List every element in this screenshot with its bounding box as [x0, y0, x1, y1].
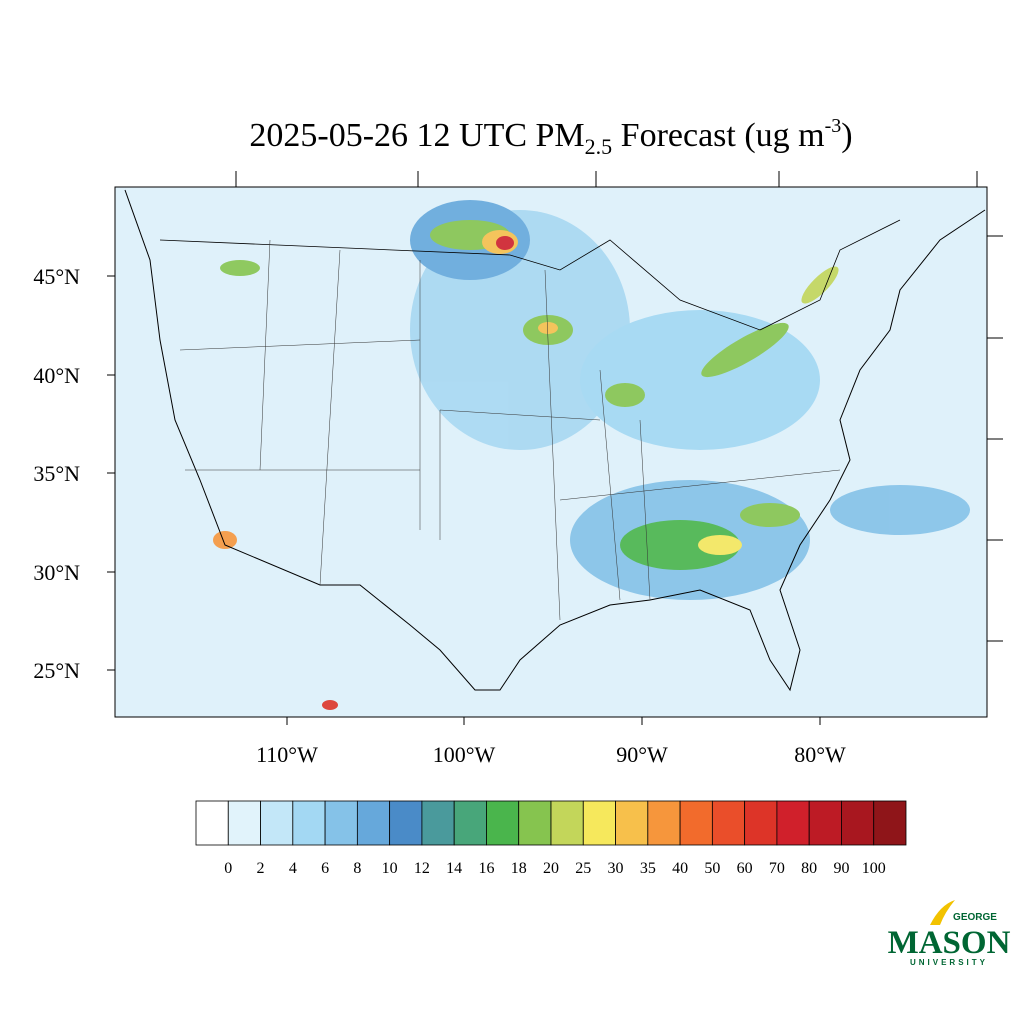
colorbar-box — [711, 800, 746, 846]
colorbar-box — [808, 800, 842, 846]
colorbar-label: 2 — [257, 860, 265, 877]
logo: GEORGE MASON UNIVERSITY — [888, 900, 1011, 967]
colorbar-label: 90 — [833, 860, 849, 877]
colorbar-label: 18 — [511, 860, 527, 877]
latitude-label: 40°N — [33, 363, 80, 388]
longitude-label: 80°W — [794, 742, 846, 767]
colorbar-box — [389, 800, 423, 846]
colorbar-label: 0 — [224, 860, 232, 877]
map-ticks — [107, 171, 1003, 725]
logo-main: MASON — [888, 925, 1011, 961]
state-lines — [179, 239, 841, 621]
colorbar-label: 14 — [446, 860, 462, 877]
colorbar-box — [292, 800, 326, 846]
colorbar-label: 50 — [704, 860, 720, 877]
title-superscript: -3 — [825, 115, 842, 137]
latitude-label: 30°N — [33, 560, 80, 585]
title-main: 2025-05-26 12 UTC PM — [249, 117, 584, 154]
border — [159, 219, 901, 331]
colorbar-label: 100 — [862, 860, 886, 877]
colorbar-box — [744, 800, 778, 846]
colorbar-label: 12 — [414, 860, 430, 877]
colorbar-label: 20 — [543, 860, 559, 877]
colorbar-label: 35 — [640, 860, 656, 877]
colorbar-box — [324, 800, 358, 846]
colorbar-box — [841, 800, 875, 846]
colorbar-label: 40 — [672, 860, 688, 877]
colorbar-box — [550, 800, 584, 846]
title-end: ) — [841, 117, 852, 154]
title: 2025-05-26 12 UTC PM2.5 Forecast (ug m-3… — [249, 115, 852, 159]
colorbar-label: 25 — [575, 860, 591, 877]
colorbar-label: 16 — [478, 860, 494, 877]
colorbar-label: 8 — [353, 860, 361, 877]
title-subscript: 2.5 — [585, 134, 613, 159]
colorbar-label: 30 — [608, 860, 624, 877]
colorbar: 0 2 4 6 8 10 12 14 16 18 20 25 30 35 40 50 60 70 80 90 100 — [195, 800, 907, 877]
colorbar-box — [421, 800, 455, 846]
colorbar-label: 6 — [321, 860, 329, 877]
colorbar-box — [195, 800, 229, 846]
concentration-field — [213, 200, 970, 710]
colorbar-box — [227, 800, 261, 846]
longitude-label: 110°W — [256, 742, 318, 767]
colorbar-box — [486, 800, 520, 846]
title-middle: Forecast (ug m — [612, 117, 824, 154]
longitude-label: 100°W — [433, 742, 496, 767]
colorbar-box — [518, 800, 552, 846]
colorbar-label: 70 — [769, 860, 785, 877]
colorbar-box — [582, 800, 616, 846]
colorbar-label: 4 — [289, 860, 297, 877]
colorbar-box — [615, 800, 649, 846]
colorbar-box — [873, 800, 907, 846]
longitude-label: 90°W — [616, 742, 668, 767]
colorbar-box — [679, 800, 713, 846]
map-frame — [114, 186, 988, 718]
colorbar-box — [453, 800, 487, 846]
colorbar-label: 80 — [801, 860, 817, 877]
latitude-label: 35°N — [33, 461, 80, 486]
logo-top: GEORGE — [953, 912, 997, 923]
colorbar-label: 10 — [382, 860, 398, 877]
colorbar-label: 60 — [737, 860, 753, 877]
logo-bottom: UNIVERSITY — [910, 958, 988, 967]
colorbar-box — [776, 800, 810, 846]
colorbar-box — [647, 800, 681, 846]
colorbar-box — [260, 800, 294, 846]
map — [107, 171, 1003, 725]
latitude-label: 45°N — [33, 264, 80, 289]
latitude-label: 25°N — [33, 658, 80, 683]
colorbar-box — [356, 800, 391, 846]
